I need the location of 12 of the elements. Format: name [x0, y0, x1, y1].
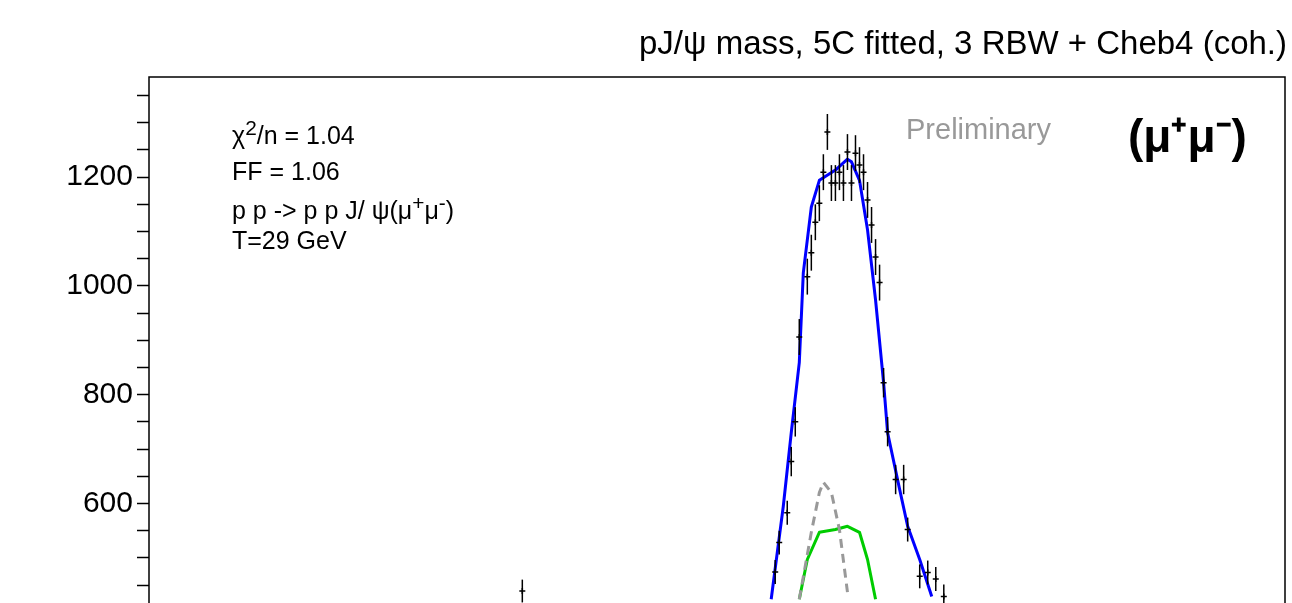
annotation: (μ⁺μ⁻)	[1128, 110, 1247, 162]
annotation: p p -> p p J/ ψ(μ$^{+}$μ$^{-}$)	[232, 191, 455, 225]
line-series	[797, 480, 849, 601]
y-tick-label: 1000	[66, 267, 133, 301]
y-tick-label: 1200	[66, 158, 133, 192]
annotation: Preliminary	[906, 113, 1052, 145]
annotation: χ$^{2}$/n = 1.04	[232, 116, 355, 150]
annotation: T=29 GeV	[232, 226, 347, 254]
y-tick-label: 800	[82, 375, 133, 409]
chart-title: pJ/ψ mass, 5C fitted, 3 RBW + Cheb4 (coh.)	[638, 24, 1287, 62]
annotation: FF = 1.06	[232, 157, 340, 185]
y-tick-label: 600	[82, 484, 133, 518]
